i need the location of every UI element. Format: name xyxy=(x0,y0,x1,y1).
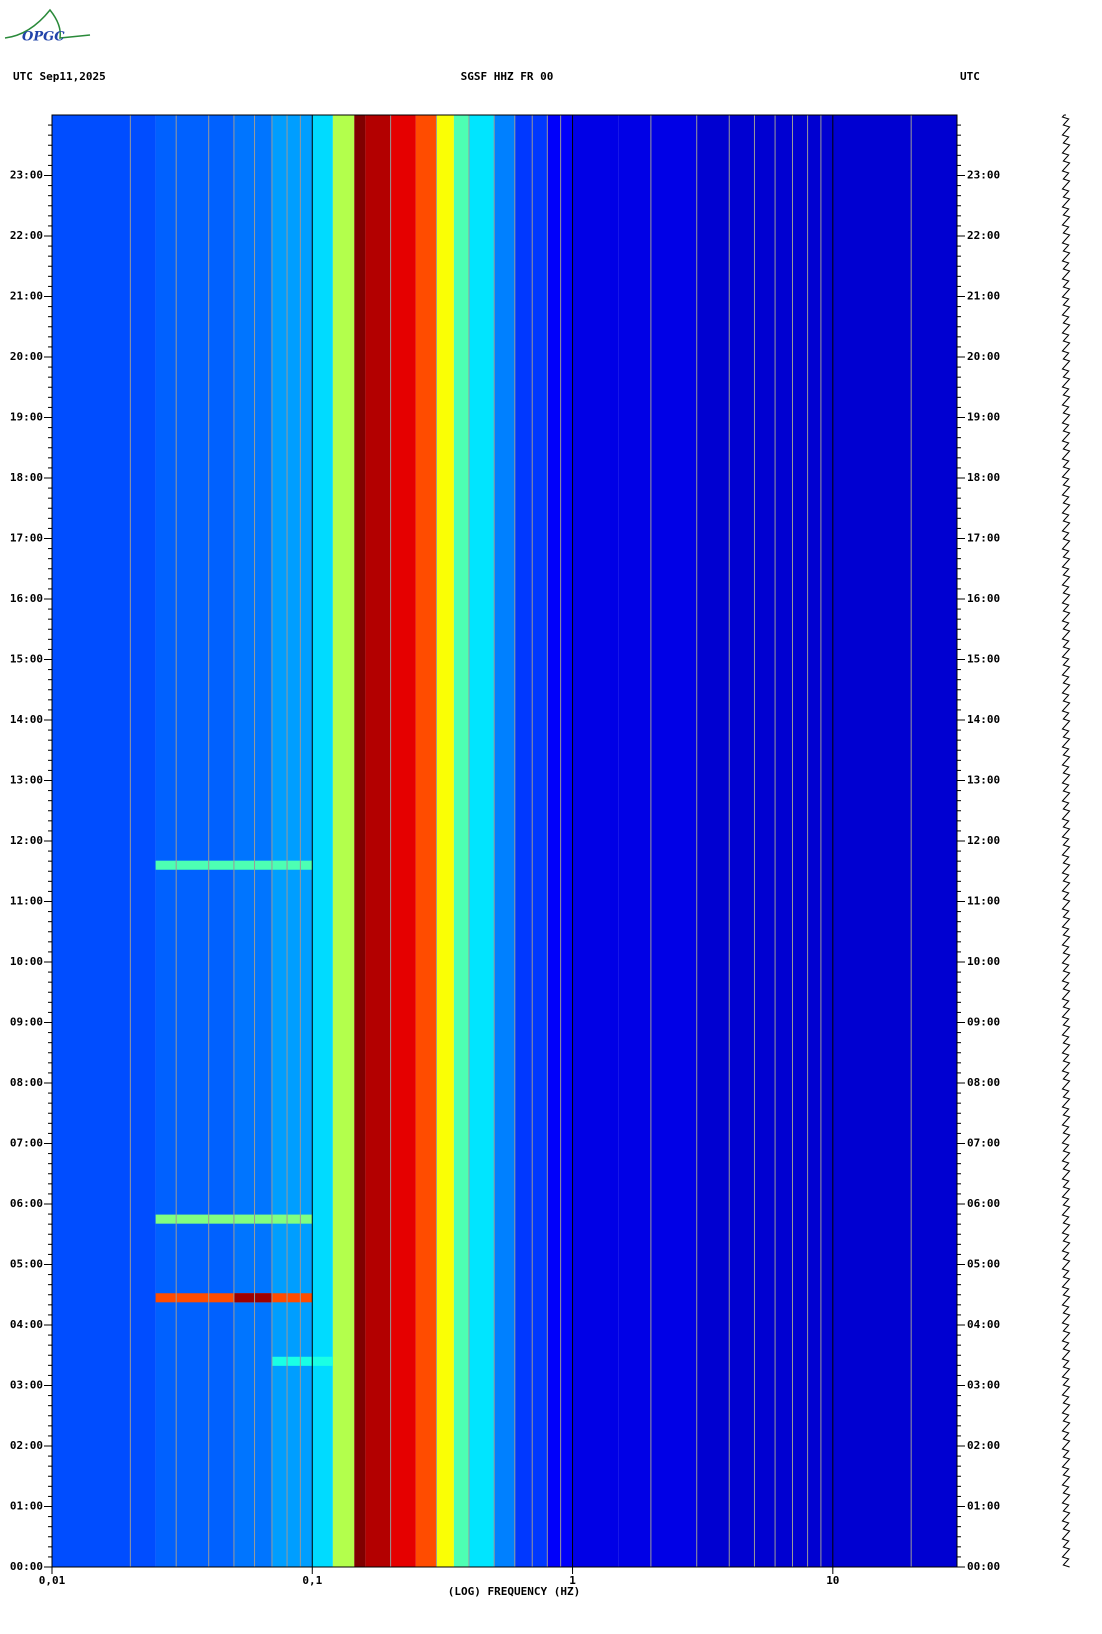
spectrum-band xyxy=(436,115,454,1567)
y-tick-label-left: 12:00 xyxy=(10,834,43,847)
y-tick-label-left: 05:00 xyxy=(10,1258,43,1271)
y-tick-label-right: 23:00 xyxy=(967,169,1000,182)
y-tick-label-left: 09:00 xyxy=(10,1016,43,1029)
y-tick-label-right: 18:00 xyxy=(967,471,1000,484)
spectrum-band xyxy=(572,115,619,1567)
y-tick-label-left: 16:00 xyxy=(10,592,43,605)
y-tick-label-right: 12:00 xyxy=(967,834,1000,847)
y-tick-label-left: 06:00 xyxy=(10,1197,43,1210)
header-left: UTC Sep11,2025 xyxy=(13,70,106,83)
y-tick-label-left: 04:00 xyxy=(10,1318,43,1331)
spectrum-band xyxy=(453,115,469,1567)
y-tick-label-left: 17:00 xyxy=(10,532,43,545)
spectrum-band xyxy=(155,115,234,1567)
spectrum-band xyxy=(415,115,437,1567)
y-tick-label-right: 19:00 xyxy=(967,411,1000,424)
y-tick-label-right: 17:00 xyxy=(967,532,1000,545)
y-tick-label-left: 11:00 xyxy=(10,895,43,908)
x-axis-label: (LOG) FREQUENCY (HZ) xyxy=(448,1585,580,1598)
spectrum-band xyxy=(494,115,515,1567)
y-tick-label-left: 21:00 xyxy=(10,290,43,303)
y-tick-label-right: 02:00 xyxy=(967,1439,1000,1452)
y-tick-label-right: 08:00 xyxy=(967,1076,1000,1089)
y-tick-label-left: 08:00 xyxy=(10,1076,43,1089)
y-tick-label-left: 22:00 xyxy=(10,229,43,242)
spectrum-band xyxy=(365,115,391,1567)
y-tick-label-left: 15:00 xyxy=(10,653,43,666)
y-tick-label-right: 03:00 xyxy=(967,1379,1000,1392)
y-tick-label-left: 23:00 xyxy=(10,169,43,182)
y-tick-label-left: 19:00 xyxy=(10,411,43,424)
y-tick-label-left: 07:00 xyxy=(10,1137,43,1150)
y-tick-label-right: 07:00 xyxy=(967,1137,1000,1150)
chart-title: SGSF HHZ FR 00 xyxy=(461,70,554,83)
spectrum-band xyxy=(514,115,548,1567)
spectrum-band xyxy=(312,115,333,1567)
x-tick-label: 1 xyxy=(569,1574,576,1587)
y-tick-label-right: 01:00 xyxy=(967,1500,1000,1513)
event-streak xyxy=(233,1293,272,1303)
spectrum-band xyxy=(547,115,573,1567)
y-tick-label-left: 03:00 xyxy=(10,1379,43,1392)
y-tick-label-right: 00:00 xyxy=(967,1560,1000,1573)
y-tick-label-right: 14:00 xyxy=(967,713,1000,726)
seismogram-trace xyxy=(1061,114,1071,1568)
logo: OPGC xyxy=(22,30,65,45)
y-tick-label-right: 09:00 xyxy=(967,1016,1000,1029)
spectrum-band xyxy=(390,115,416,1567)
y-tick-label-right: 04:00 xyxy=(967,1318,1000,1331)
spectrum-band xyxy=(271,115,313,1567)
y-tick-label-right: 06:00 xyxy=(967,1197,1000,1210)
y-tick-label-left: 20:00 xyxy=(10,350,43,363)
y-tick-label-left: 18:00 xyxy=(10,471,43,484)
spectrum-band xyxy=(468,115,495,1567)
spectrum-band xyxy=(618,115,697,1567)
y-tick-label-left: 01:00 xyxy=(10,1500,43,1513)
y-tick-label-right: 11:00 xyxy=(967,895,1000,908)
y-tick-label-right: 05:00 xyxy=(967,1258,1000,1271)
spectrum-band xyxy=(354,115,366,1567)
event-streak xyxy=(271,1356,333,1366)
x-tick-label: 0,1 xyxy=(302,1574,322,1587)
spectrum-band xyxy=(696,115,957,1567)
y-tick-label-left: 13:00 xyxy=(10,774,43,787)
spectrum-band xyxy=(332,115,355,1567)
x-tick-label: 0,01 xyxy=(39,1574,66,1587)
y-tick-label-left: 10:00 xyxy=(10,955,43,968)
y-tick-label-left: 00:00 xyxy=(10,1560,43,1573)
y-tick-label-right: 20:00 xyxy=(967,350,1000,363)
x-tick-label: 10 xyxy=(826,1574,839,1587)
spectrum-band xyxy=(233,115,272,1567)
y-tick-label-right: 15:00 xyxy=(967,653,1000,666)
y-tick-label-right: 13:00 xyxy=(967,774,1000,787)
y-tick-label-right: 21:00 xyxy=(967,290,1000,303)
logo-mark xyxy=(4,8,91,39)
y-tick-label-right: 10:00 xyxy=(967,955,1000,968)
header-right: UTC xyxy=(960,70,980,83)
y-tick-label-left: 02:00 xyxy=(10,1439,43,1452)
y-tick-label-right: 16:00 xyxy=(967,592,1000,605)
y-tick-label-right: 22:00 xyxy=(967,229,1000,242)
spectrum-band xyxy=(52,115,156,1567)
y-tick-label-left: 14:00 xyxy=(10,713,43,726)
